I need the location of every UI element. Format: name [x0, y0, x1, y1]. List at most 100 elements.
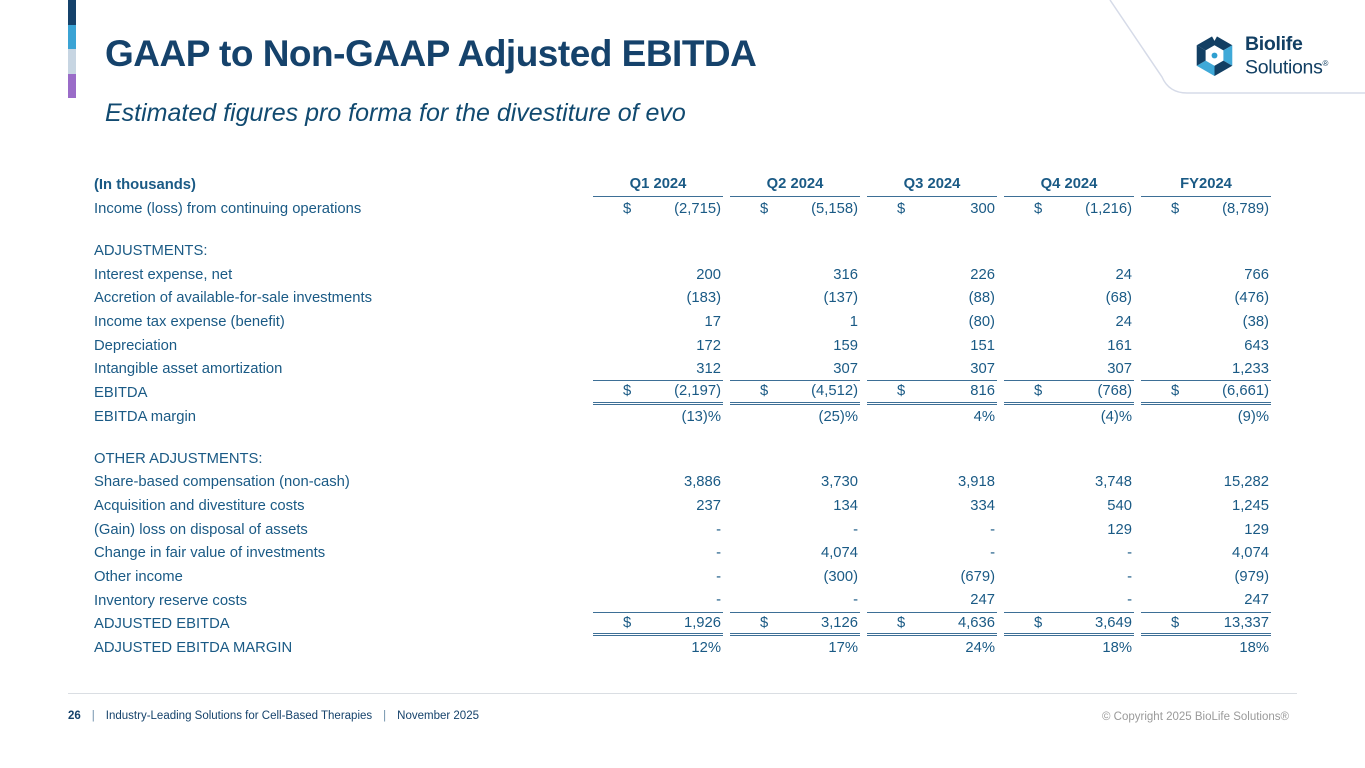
value-text: 816	[970, 383, 995, 400]
value-text: (38)	[1242, 313, 1269, 330]
cell-value: $ (5,158)	[730, 197, 860, 221]
cell-value: 307	[867, 357, 997, 382]
cell-value: $3,126	[730, 613, 860, 637]
value-text: 4,074	[820, 545, 858, 562]
dollar-sign: $	[1171, 614, 1180, 631]
logo-wordmark: Biolife Solutions®	[1245, 34, 1328, 78]
financial-table: (In thousands) Q1 2024 Q2 2024 Q3 2024 Q…	[94, 172, 1274, 660]
table-row: Income tax expense (benefit) 17 1 (80) 24 (38…	[94, 310, 1274, 334]
cell-value: 134	[730, 494, 860, 518]
value-text: 316	[833, 266, 858, 283]
table-row: Other income - (300) (679) - (979)	[94, 565, 1274, 589]
table-note: (In thousands)	[94, 176, 196, 193]
table-row: Interest expense, net 200 316 226 24 766	[94, 263, 1274, 287]
cell-value: 200	[593, 263, 723, 287]
value-text: (88)	[968, 290, 995, 307]
value-text: -	[1127, 545, 1132, 562]
cell-value: -	[730, 589, 860, 613]
value-text: 334	[970, 498, 995, 514]
dollar-sign: $	[897, 383, 906, 400]
cell-value: 4,074	[730, 542, 860, 566]
value-text: 643	[1244, 337, 1269, 354]
value-text: 18%	[1239, 640, 1269, 657]
dollar-sign: $	[760, 614, 769, 631]
table-row: Accretion of available-for-sale investme…	[94, 286, 1274, 310]
cell-value: (4)%	[1004, 405, 1134, 429]
value-text: -	[716, 569, 721, 586]
dollar-sign: $	[623, 383, 632, 400]
dollar-sign: $	[897, 200, 906, 217]
table-row: Acquisition and divestiture costs 237 134 3…	[94, 494, 1274, 518]
table-row: (Gain) loss on disposal of assets - - - 129 1…	[94, 518, 1274, 542]
value-text: 312	[696, 360, 721, 377]
footer-separator: |	[91, 710, 95, 722]
cell-value: (476)	[1141, 286, 1271, 310]
cell-value: 172	[593, 334, 723, 358]
row-label: Acquisition and divestiture costs	[94, 498, 305, 514]
value-text: 3,649	[1094, 614, 1132, 631]
accent-segment-lightblue	[68, 24, 76, 49]
value-text: 15,282	[1223, 474, 1269, 491]
value-text: 300	[970, 200, 995, 217]
cell-value: $3,649	[1004, 613, 1134, 637]
cell-value: 3,730	[730, 470, 860, 494]
section-header-row: ADJUSTMENTS:	[94, 239, 1274, 263]
value-text: 151	[970, 337, 995, 354]
footer-date: November 2025	[397, 710, 479, 722]
cell-value: (9)%	[1141, 405, 1271, 429]
column-header-q1-2024: Q1 2024	[593, 172, 723, 197]
value-text: (4)%	[1100, 408, 1132, 425]
cell-value: (137)	[730, 286, 860, 310]
cell-value: -	[867, 542, 997, 566]
table-row: Inventory reserve costs - - 247 - 247	[94, 589, 1274, 613]
dollar-sign: $	[1171, 383, 1180, 400]
registered-mark: ®	[1322, 58, 1329, 68]
cell-value: (38)	[1141, 310, 1271, 334]
row-label: OTHER ADJUSTMENTS:	[94, 450, 263, 467]
value-text: (6,661)	[1222, 383, 1269, 400]
copyright-notice: © Copyright 2025 BioLife Solutions®	[1102, 711, 1289, 723]
spacer-row	[94, 428, 1274, 446]
table-row: EBITDA margin (13)% (25)% 4% (4)% (9)%	[94, 405, 1274, 429]
page-title: GAAP to Non-GAAP Adjusted EBITDA	[105, 33, 757, 74]
value-text: -	[990, 521, 995, 538]
section-header-row: OTHER ADJUSTMENTS:	[94, 447, 1274, 471]
dollar-sign: $	[760, 383, 769, 400]
cell-value: (25)%	[730, 405, 860, 429]
value-text: -	[853, 521, 858, 538]
value-text: 1,245	[1231, 498, 1269, 514]
value-text: -	[853, 592, 858, 609]
row-label	[94, 221, 586, 239]
cell-value: -	[593, 542, 723, 566]
dollar-sign: $	[1034, 614, 1043, 631]
value-text: -	[1127, 592, 1132, 609]
value-text: 17	[704, 313, 721, 330]
value-text: 3,748	[1094, 474, 1132, 491]
cell-value: 4%	[867, 405, 997, 429]
dollar-sign: $	[1034, 200, 1043, 217]
value-text: 4,074	[1231, 545, 1269, 562]
dollar-sign: $	[623, 200, 632, 217]
cell-value: -	[1004, 542, 1134, 566]
cell-value: -	[730, 518, 860, 542]
cell-value: (679)	[867, 565, 997, 589]
value-text: (183)	[686, 290, 721, 307]
cell-value: 4,074	[1141, 542, 1271, 566]
accent-segment-navy	[68, 0, 76, 25]
cell-value: $13,337	[1141, 613, 1271, 637]
value-text: -	[1127, 569, 1132, 586]
cell-value: -	[867, 518, 997, 542]
table-header-row: (In thousands) Q1 2024 Q2 2024 Q3 2024 Q…	[94, 172, 1274, 197]
value-text: 24%	[965, 640, 995, 657]
value-text: 237	[696, 498, 721, 514]
table-row: ADJUSTED EBITDA $1,926 $3,126 $4,636 $3,649 $…	[94, 613, 1274, 637]
cell-value: $816	[867, 381, 997, 405]
column-header-fy2024: FY2024	[1141, 172, 1271, 197]
value-text: 24	[1115, 266, 1132, 283]
value-text: (300)	[823, 569, 858, 586]
value-text: 247	[1244, 592, 1269, 609]
row-label: Depreciation	[94, 337, 178, 354]
value-text: 3,918	[957, 474, 995, 491]
cell-value: (13)%	[593, 405, 723, 429]
cell-value: (979)	[1141, 565, 1271, 589]
